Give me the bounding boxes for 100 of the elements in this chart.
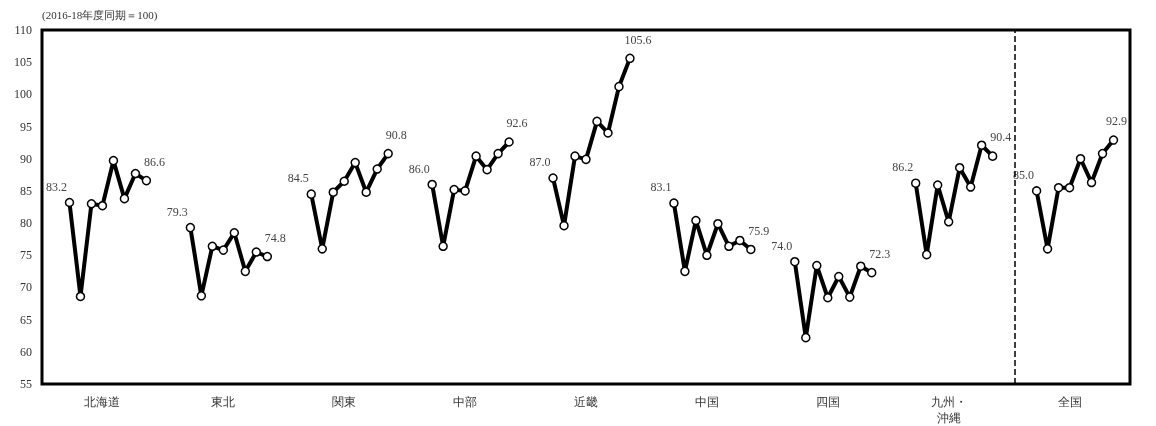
data-label: 86.0 bbox=[408, 161, 430, 176]
point bbox=[559, 220, 569, 231]
point bbox=[735, 235, 745, 246]
point bbox=[75, 291, 86, 302]
x-tick-label: 全国 bbox=[1057, 395, 1082, 409]
data-label: 72.3 bbox=[869, 246, 891, 261]
point bbox=[910, 178, 921, 188]
y-tick-label: 60 bbox=[20, 344, 32, 359]
x-tick-label: 北海道 bbox=[84, 395, 121, 409]
y-tick-label: 85 bbox=[20, 183, 32, 198]
y-tick-label: 55 bbox=[20, 377, 32, 391]
data-label: 74.8 bbox=[264, 230, 286, 245]
point bbox=[97, 200, 108, 211]
point bbox=[1097, 148, 1108, 159]
y-tick-label: 110 bbox=[14, 23, 32, 37]
point bbox=[592, 116, 602, 127]
point bbox=[493, 148, 503, 159]
point bbox=[987, 151, 998, 161]
point bbox=[823, 293, 833, 303]
point bbox=[306, 189, 316, 199]
y-tick-label: 105 bbox=[14, 55, 32, 70]
point bbox=[350, 157, 360, 168]
point bbox=[1075, 153, 1086, 164]
point bbox=[680, 266, 690, 277]
point bbox=[965, 182, 976, 192]
point bbox=[1042, 244, 1053, 254]
data-label: 86.2 bbox=[892, 160, 914, 175]
point bbox=[921, 249, 932, 260]
point bbox=[504, 137, 514, 147]
point bbox=[141, 175, 152, 186]
point bbox=[218, 245, 229, 255]
point bbox=[625, 53, 635, 64]
point bbox=[691, 215, 701, 226]
data-label: 105.6 bbox=[624, 32, 652, 47]
y-tick-label: 70 bbox=[20, 280, 32, 295]
point bbox=[196, 291, 207, 301]
point bbox=[1031, 186, 1042, 196]
point bbox=[548, 173, 558, 183]
data-label: 90.4 bbox=[990, 130, 1012, 145]
point bbox=[372, 164, 382, 174]
point bbox=[328, 187, 338, 197]
point bbox=[86, 199, 97, 209]
point bbox=[240, 266, 251, 277]
point bbox=[482, 164, 492, 175]
data-label: 83.1 bbox=[650, 180, 672, 195]
x-tick-label: 四国 bbox=[815, 395, 840, 409]
point bbox=[438, 241, 448, 252]
y-tick-label: 100 bbox=[14, 87, 32, 102]
y-tick-label: 80 bbox=[20, 216, 32, 231]
data-label: 90.8 bbox=[385, 127, 407, 142]
point bbox=[471, 151, 481, 161]
point bbox=[724, 241, 734, 252]
point bbox=[603, 128, 613, 138]
point bbox=[790, 256, 800, 267]
data-label: 84.5 bbox=[287, 171, 309, 186]
data-label: 86.6 bbox=[143, 154, 165, 169]
point bbox=[207, 241, 218, 252]
point bbox=[185, 222, 196, 233]
point bbox=[130, 168, 141, 179]
point bbox=[669, 198, 679, 208]
point bbox=[954, 162, 965, 173]
point bbox=[317, 244, 327, 254]
point bbox=[1064, 182, 1075, 193]
point bbox=[932, 180, 943, 190]
y-tick-label: 90 bbox=[20, 151, 32, 166]
x-tick-label: 中国 bbox=[694, 395, 719, 409]
y-tick-label: 95 bbox=[20, 119, 32, 134]
x-tick-label: 関東 bbox=[332, 395, 357, 409]
data-label: 85.0 bbox=[1013, 168, 1035, 183]
point bbox=[229, 228, 240, 238]
point bbox=[812, 260, 822, 271]
point bbox=[801, 332, 811, 343]
y-axis-title: (2016-18年度同期＝100) bbox=[42, 8, 158, 22]
x-tick-label: 近畿 bbox=[574, 395, 598, 409]
point bbox=[1053, 182, 1064, 193]
point bbox=[746, 244, 756, 255]
data-label: 83.2 bbox=[45, 179, 67, 194]
x-tick-label: 東北 bbox=[211, 395, 236, 409]
point bbox=[1108, 135, 1119, 145]
point bbox=[570, 151, 580, 161]
point bbox=[581, 154, 591, 165]
point bbox=[460, 186, 470, 196]
data-label: 75.9 bbox=[748, 223, 770, 238]
point bbox=[339, 176, 349, 186]
data-label: 92.9 bbox=[1106, 114, 1128, 129]
point bbox=[943, 217, 954, 227]
point bbox=[108, 155, 119, 166]
point bbox=[867, 267, 877, 278]
point bbox=[834, 271, 844, 282]
point bbox=[976, 140, 987, 150]
point bbox=[614, 81, 624, 92]
point bbox=[262, 251, 273, 262]
x-tick-label: 九州・沖縄 bbox=[930, 395, 967, 425]
data-label: 92.6 bbox=[506, 116, 528, 131]
point bbox=[251, 247, 262, 257]
point bbox=[856, 261, 866, 271]
point bbox=[64, 197, 75, 208]
point bbox=[427, 179, 437, 190]
data-label: 74.0 bbox=[771, 238, 793, 253]
point bbox=[449, 184, 459, 195]
